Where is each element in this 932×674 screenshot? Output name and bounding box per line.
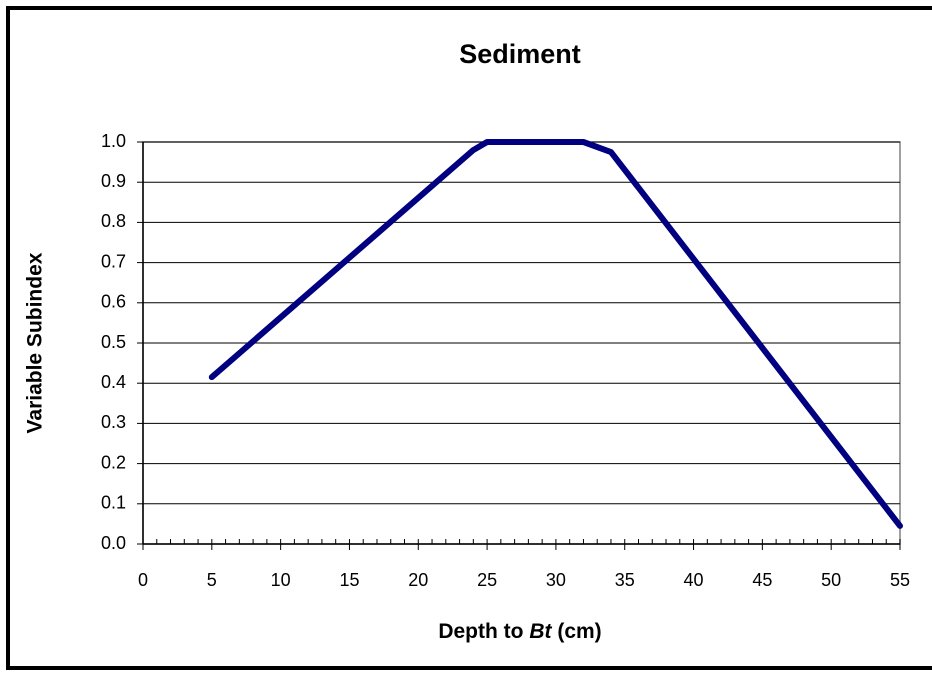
x-tick-label: 30 (546, 570, 566, 590)
x-tick-label: 35 (615, 570, 635, 590)
y-tick-label: 0.1 (101, 493, 126, 513)
x-axis-label: Depth to Bt (cm) (438, 620, 601, 643)
x-tick-label: 10 (271, 570, 291, 590)
y-tick-label: 0.3 (101, 412, 126, 432)
x-axis-label-part: (cm) (557, 620, 601, 643)
x-tick-label: 0 (138, 570, 148, 590)
y-tick-label: 0.9 (101, 171, 126, 191)
x-tick-label: 55 (890, 570, 910, 590)
y-tick-label: 0.7 (101, 251, 126, 271)
x-tick-label: 15 (339, 570, 359, 590)
y-axis-label: Variable Subindex (24, 252, 47, 433)
x-tick-label: 45 (752, 570, 772, 590)
x-tick-label: 5 (207, 570, 217, 590)
y-tick-label: 0.5 (101, 332, 126, 352)
x-tick-label: 50 (821, 570, 841, 590)
x-tick-label: 40 (684, 570, 704, 590)
y-tick-label: 0.6 (101, 292, 126, 312)
x-axis-label-part: Bt (529, 620, 552, 643)
y-tick-label: 0.4 (101, 372, 126, 392)
x-tick-label: 20 (408, 570, 428, 590)
x-axis-label-part: Depth to (438, 620, 523, 643)
y-tick-label: 0.0 (101, 533, 126, 553)
y-tick-label: 1.0 (101, 131, 126, 151)
y-tick-label: 0.2 (101, 452, 126, 472)
y-tick-label: 0.8 (101, 211, 126, 231)
x-tick-label: 25 (477, 570, 497, 590)
chart-title: Sediment (459, 39, 581, 69)
data-line (208, 139, 903, 529)
